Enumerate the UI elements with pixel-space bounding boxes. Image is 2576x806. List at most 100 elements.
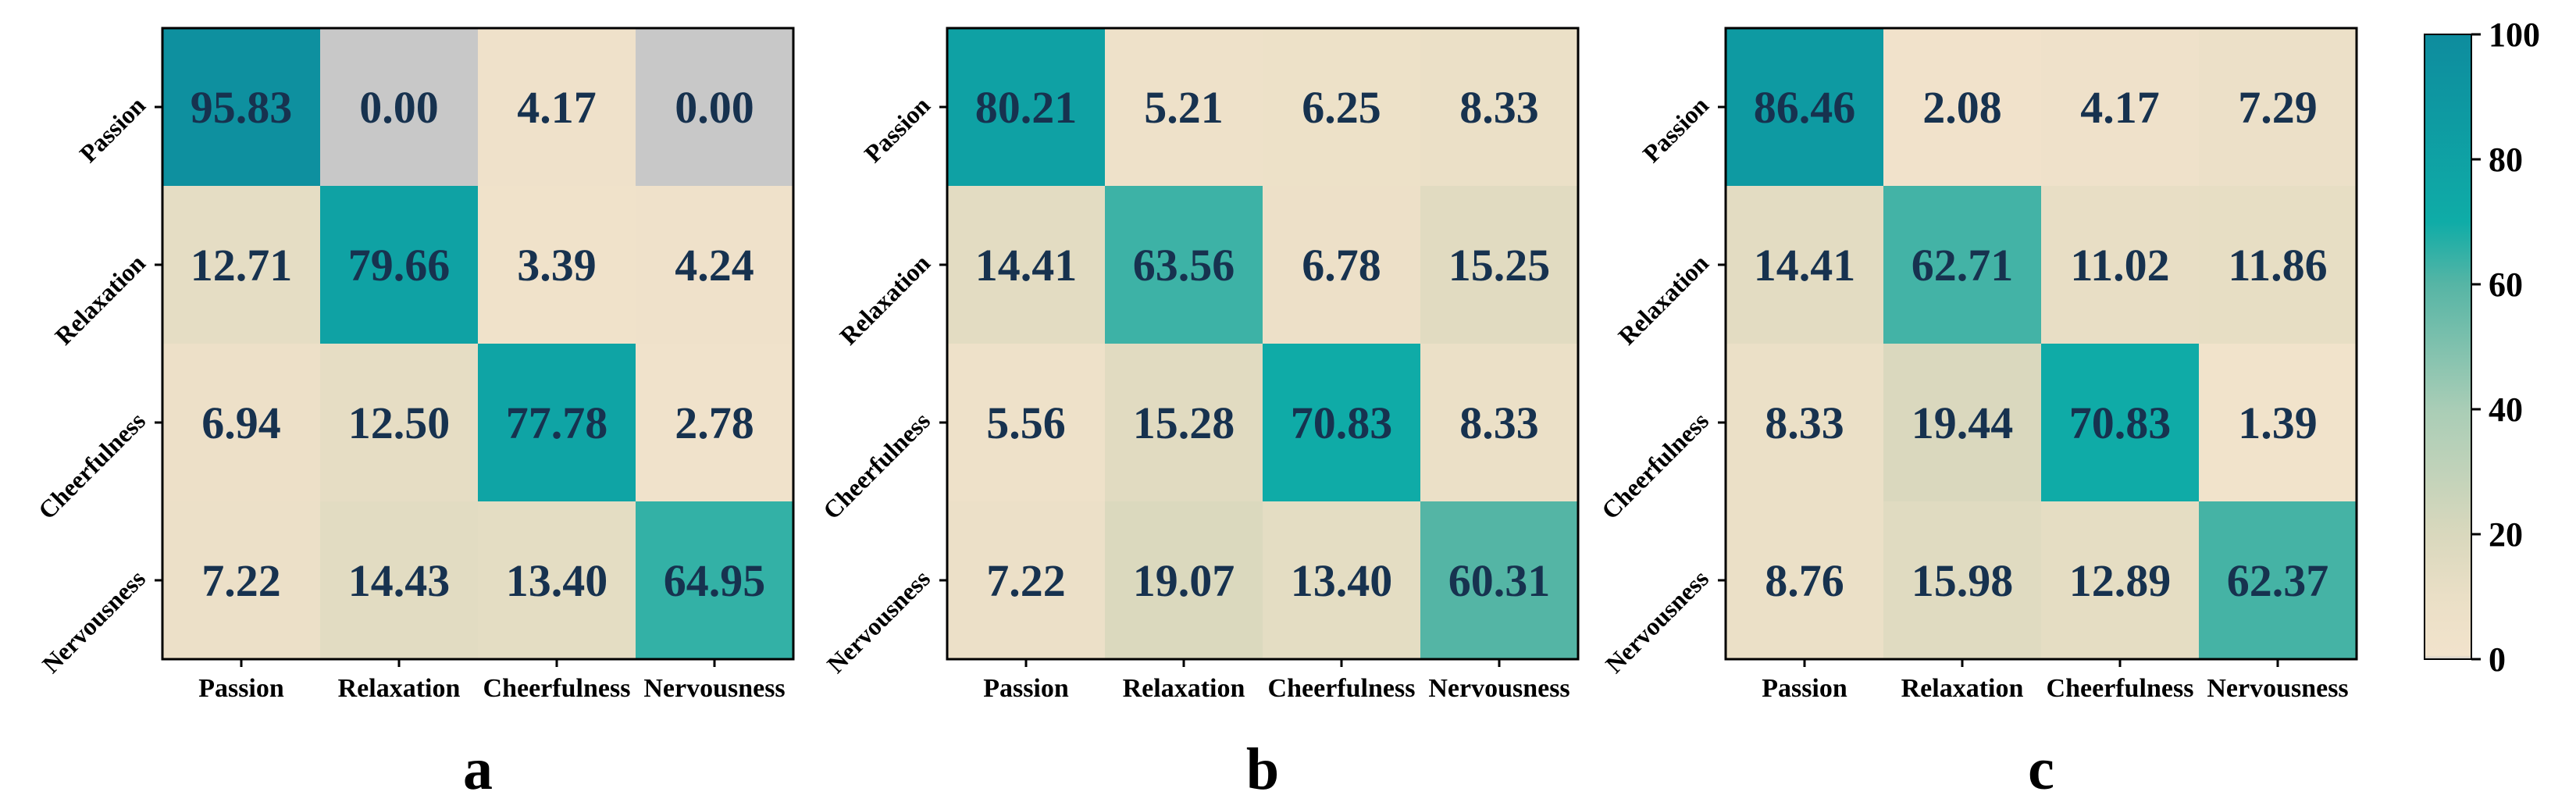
cell-value-label: 70.83 [2069, 398, 2172, 448]
y-tick-label: Relaxation [834, 248, 935, 350]
cell-value-label: 6.78 [1302, 240, 1381, 291]
cell-value-label: 62.71 [1912, 240, 2014, 291]
cell-value-label: 15.28 [1133, 398, 1235, 448]
cell-value-label: 12.50 [348, 398, 451, 448]
heatmap-frame [1724, 27, 2358, 661]
cell-value-label: 95.83 [191, 82, 293, 133]
cell-value-label: 5.56 [986, 398, 1066, 448]
heatmap-panel-c: 86.46 2.08 4.17 7.29 14.41 62.71 11.02 11.86 8.3… [1596, 27, 2358, 802]
cell-value-label: 64.95 [664, 555, 766, 606]
heatmap-cell [1726, 501, 1883, 659]
cell-value-label: 8.33 [1765, 398, 1844, 448]
x-tick-label: Passion [983, 674, 1069, 703]
colorbar: 0 20 40 60 80 100 [2424, 16, 2540, 679]
heatmap-cell [1105, 501, 1263, 659]
colorbar-tick-label: 20 [2489, 515, 2523, 554]
cell-value-label: 60.31 [1448, 555, 1551, 606]
y-tick-label: Nervousness [821, 564, 935, 678]
cell-value-label: 8.76 [1765, 555, 1844, 606]
cell-value-label: 14.43 [348, 555, 451, 606]
heatmap-cell [636, 344, 793, 501]
heatmap-cell [1726, 28, 1883, 186]
heatmap-cell [478, 501, 636, 659]
heatmap-cell [947, 186, 1105, 344]
cell-value-label: 6.94 [201, 398, 281, 448]
heatmap-cell [1105, 186, 1263, 344]
y-tick-label: Cheerfulness [33, 406, 151, 524]
heatmap-cell [947, 344, 1105, 501]
cell-value-label: 11.86 [2228, 240, 2327, 291]
panel-label: a [463, 736, 493, 802]
heatmap-panel-b: 80.21 5.21 6.25 8.33 14.41 63.56 6.78 15.25 5.56… [818, 27, 1580, 802]
cell-value-label: 2.78 [675, 398, 754, 448]
heatmap-cell [1263, 501, 1420, 659]
cell-value-label: 79.66 [348, 240, 451, 291]
cell-value-label: 70.83 [1291, 398, 1393, 448]
colorbar-gradient [2425, 34, 2471, 659]
x-tick-label: Nervousness [1428, 674, 1569, 703]
cell-value-label: 15.25 [1448, 240, 1551, 291]
heatmap-cell [1105, 28, 1263, 186]
y-tick-label: Relaxation [1612, 248, 1714, 350]
cell-value-label: 4.24 [675, 240, 754, 291]
heatmap-cell [478, 344, 636, 501]
colorbar-tick-label: 100 [2489, 16, 2540, 54]
heatmap-cell [636, 28, 793, 186]
cell-value-label: 14.41 [975, 240, 1078, 291]
y-tick-label: Passion [74, 91, 151, 168]
heatmap-frame [161, 27, 795, 661]
heatmap-cell [1263, 186, 1420, 344]
heatmap-cell [478, 186, 636, 344]
heatmap-cell [1263, 344, 1420, 501]
cell-value-label: 4.17 [2080, 82, 2160, 133]
heatmap-cell [947, 501, 1105, 659]
x-tick-label: Nervousness [643, 674, 785, 703]
y-tick-label: Cheerfulness [1596, 406, 1714, 524]
heatmap-cell [162, 186, 320, 344]
heatmap-cell [478, 28, 636, 186]
colorbar-tick-label: 60 [2489, 266, 2523, 304]
cell-value-label: 13.40 [1291, 555, 1393, 606]
y-tick-label: Nervousness [37, 564, 151, 678]
x-tick-label: Nervousness [2207, 674, 2348, 703]
cell-value-label: 3.39 [517, 240, 597, 291]
heatmap-cell [1420, 344, 1578, 501]
cell-value-label: 11.02 [2070, 240, 2169, 291]
heatmap-cell [1883, 186, 2041, 344]
y-tick-label: Nervousness [1600, 564, 1714, 678]
heatmap-cell [1420, 186, 1578, 344]
cell-value-label: 0.00 [359, 82, 439, 133]
y-tick-label: Relaxation [49, 248, 151, 350]
cell-value-label: 7.29 [2238, 82, 2318, 133]
heatmap-cell [2041, 28, 2199, 186]
heatmap-cell [320, 344, 478, 501]
cell-value-label: 4.17 [517, 82, 597, 133]
colorbar-tick-label: 40 [2489, 391, 2523, 429]
cell-value-label: 77.78 [506, 398, 608, 448]
y-tick-label: Passion [1637, 91, 1715, 168]
cell-value-label: 1.39 [2238, 398, 2318, 448]
cell-value-label: 80.21 [975, 82, 1078, 133]
heatmap-cell [162, 28, 320, 186]
heatmap-cell [1263, 28, 1420, 186]
cell-value-label: 7.22 [986, 555, 1066, 606]
heatmap-cell [636, 501, 793, 659]
colorbar-tick-label: 0 [2489, 640, 2506, 679]
cell-value-label: 19.44 [1912, 398, 2014, 448]
heatmap-cell [162, 501, 320, 659]
x-tick-label: Passion [1762, 674, 1847, 703]
panel-label: c [2028, 736, 2054, 802]
x-tick-label: Relaxation [1123, 674, 1245, 703]
cell-value-label: 62.37 [2227, 555, 2329, 606]
heatmap-cell [1420, 28, 1578, 186]
cell-value-label: 7.22 [201, 555, 281, 606]
heatmap-cell [2199, 501, 2357, 659]
heatmap-cell [1883, 28, 2041, 186]
heatmap-cell [2199, 344, 2357, 501]
colorbar-tick-label: 80 [2489, 141, 2523, 179]
cell-value-label: 2.08 [1922, 82, 2002, 133]
cell-value-label: 8.33 [1459, 82, 1539, 133]
heatmap-cell [2199, 28, 2357, 186]
heatmap-cell [636, 186, 793, 344]
